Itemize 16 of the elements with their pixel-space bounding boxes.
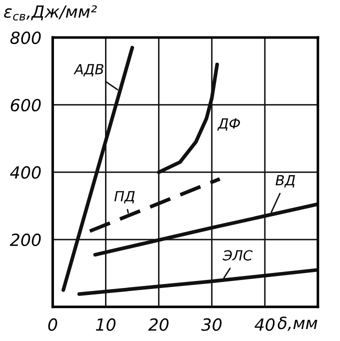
y-axis-title: ε$_{св}$,Дж/мм² (4, 5, 97, 21)
series-label: ЭЛС (222, 250, 253, 261)
y-tick-label: 800 (10, 31, 41, 44)
x-axis-title: δ,мм (278, 316, 318, 331)
x-tick-label: 10 (96, 318, 116, 331)
y-tick-label: 400 (10, 166, 41, 179)
x-tick-label: 30 (201, 318, 222, 331)
series-label: ПД (114, 191, 135, 204)
series-label: ВД (276, 175, 295, 188)
series-label: АДВ (74, 64, 104, 76)
series-label: ДФ (217, 118, 240, 131)
y-tick-label: 200 (10, 234, 41, 246)
x-tick-label: 0 (48, 318, 58, 331)
x-tick-label: 20 (148, 318, 169, 331)
x-tick-label: 40 (254, 318, 275, 331)
y-tick-label: 600 (10, 98, 41, 112)
